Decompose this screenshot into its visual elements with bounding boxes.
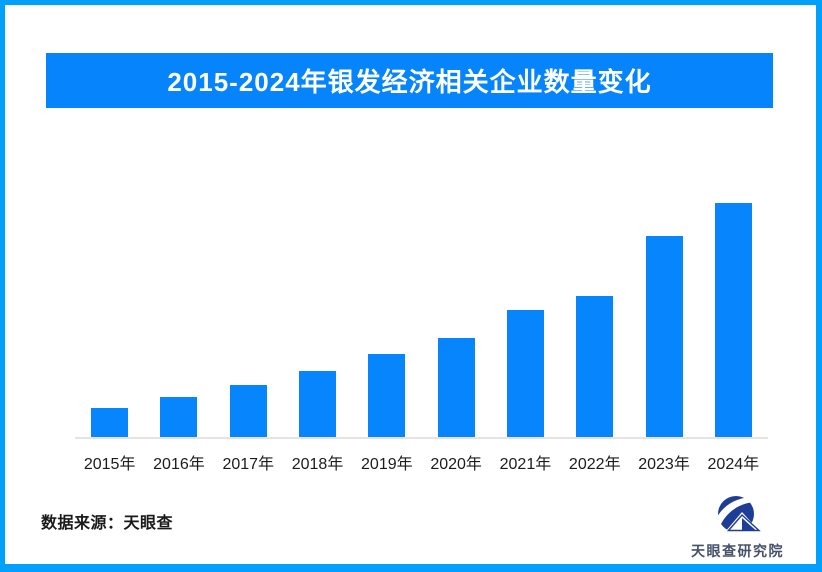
bar-2019年 [368, 354, 406, 437]
publisher-logo: 天眼查研究院 [665, 494, 810, 561]
x-tick-label-2024年: 2024年 [707, 456, 760, 473]
bar-slot-2022年 [560, 203, 629, 437]
bar-2022年 [576, 296, 614, 437]
bar-2023年 [645, 236, 683, 437]
bar-slot-2019年 [352, 203, 421, 437]
x-tick-label-2017年: 2017年 [222, 456, 275, 473]
tianyancha-eye-logo-icon [714, 496, 761, 532]
chart-title: 2015-2024年银发经济相关企业数量变化 [167, 67, 652, 97]
bar-slot-2017年 [214, 203, 283, 437]
chart-title-banner: 2015-2024年银发经济相关企业数量变化 [46, 53, 773, 108]
bar-2017年 [229, 385, 267, 437]
bar-2024年 [714, 203, 752, 437]
x-tick-label-2020年: 2020年 [430, 456, 482, 473]
bar-2021年 [506, 310, 544, 437]
x-tick-label-2023年: 2023年 [638, 456, 690, 473]
bar-slot-2021年 [491, 203, 560, 437]
x-tick-label-2018年: 2018年 [291, 456, 344, 473]
x-axis-labels: 2015年 2016年 2017年 2018年 2019年 2020年 2021年 2022年… [75, 439, 768, 474]
publisher-logo-text: 天眼查研究院 [691, 543, 784, 559]
bar-slot-2016年 [144, 203, 213, 437]
x-tick-label-2015年: 2015年 [83, 456, 136, 473]
bar-2016年 [160, 397, 198, 437]
bar-2020年 [437, 338, 475, 437]
bar-slot-2023年 [629, 203, 698, 437]
x-axis-line [75, 437, 768, 439]
x-tick-label-2019年: 2019年 [361, 456, 413, 473]
x-tick-label-2022年: 2022年 [568, 456, 621, 473]
x-tick-label-2016年: 2016年 [153, 456, 205, 473]
bar-2015年 [91, 408, 129, 437]
data-source-note: 数据来源：天眼查 [41, 515, 174, 532]
x-tick-label-2021年: 2021年 [499, 456, 552, 473]
bar-2018年 [299, 371, 337, 437]
bar-slot-2020年 [421, 203, 490, 437]
bar-chart: 2015年 2016年 2017年 2018年 2019年 2020年 2021年 2022年… [75, 203, 768, 474]
bar-slot-2024年 [699, 203, 768, 437]
bar-slot-2015年 [75, 203, 144, 437]
bar-slot-2018年 [283, 203, 352, 437]
chart-bars [75, 203, 768, 437]
